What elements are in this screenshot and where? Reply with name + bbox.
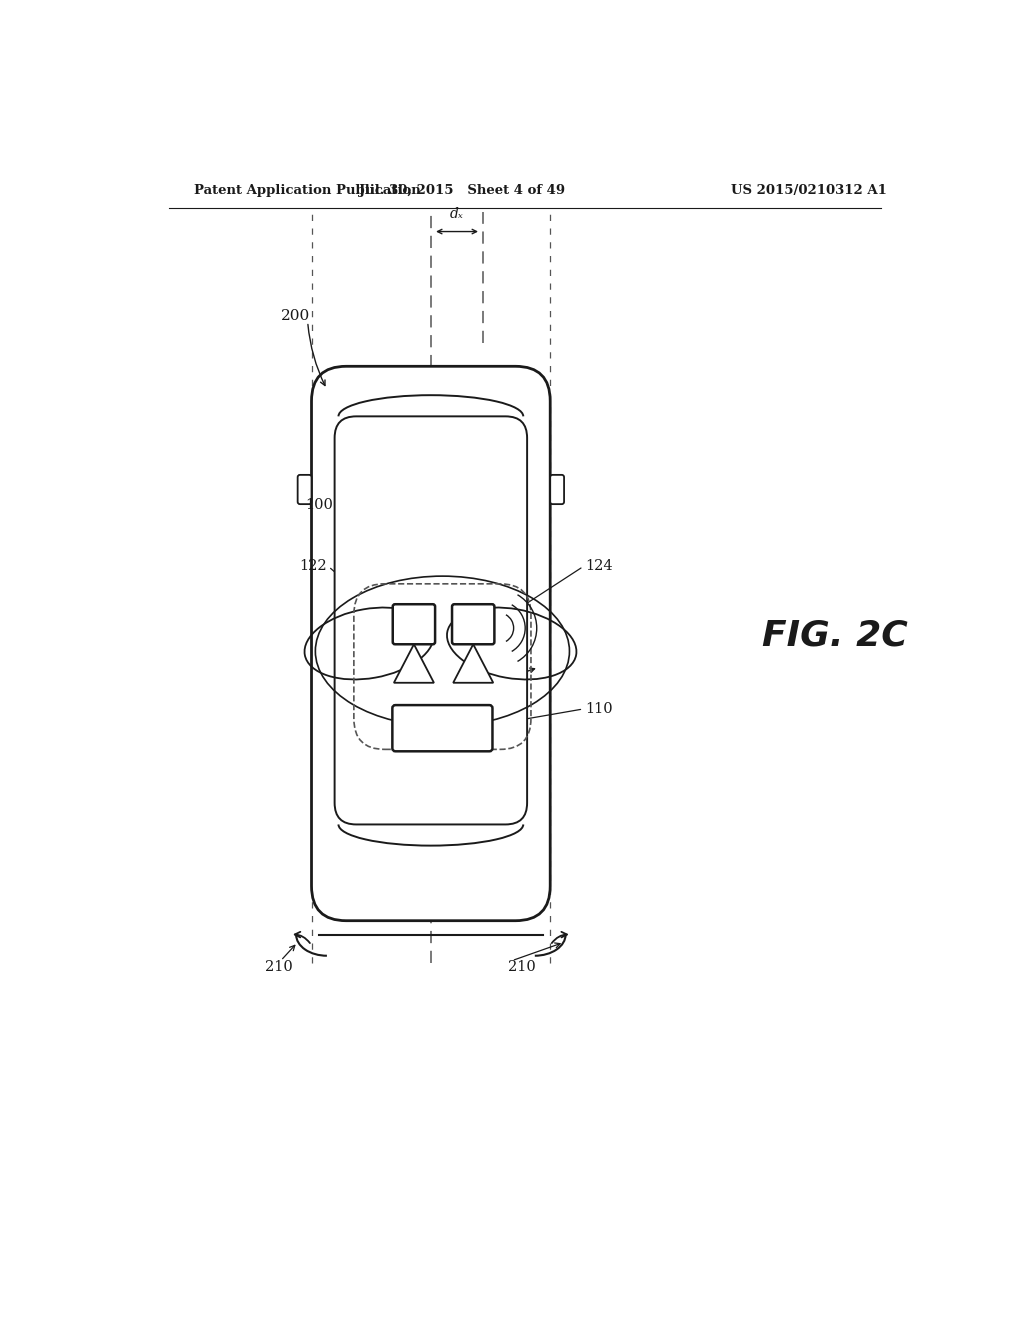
Text: 110: 110 [585, 702, 612, 715]
FancyBboxPatch shape [311, 367, 550, 921]
Text: dₓ: dₓ [451, 207, 464, 220]
Text: 124: 124 [585, 560, 612, 573]
Text: 100: 100 [305, 498, 333, 512]
Text: Patent Application Publication: Patent Application Publication [194, 185, 421, 197]
FancyBboxPatch shape [452, 605, 495, 644]
Polygon shape [394, 644, 434, 682]
FancyBboxPatch shape [335, 416, 527, 825]
FancyBboxPatch shape [393, 605, 435, 644]
FancyBboxPatch shape [550, 475, 564, 504]
Text: US 2015/0210312 A1: US 2015/0210312 A1 [731, 185, 887, 197]
Text: 210: 210 [508, 960, 536, 974]
FancyBboxPatch shape [298, 475, 311, 504]
Text: 200: 200 [281, 309, 310, 323]
Text: 210: 210 [265, 960, 293, 974]
Polygon shape [454, 644, 494, 682]
FancyBboxPatch shape [392, 705, 493, 751]
Text: 122: 122 [299, 560, 327, 573]
Text: FIG. 2C: FIG. 2C [762, 619, 907, 653]
Text: Jul. 30, 2015   Sheet 4 of 49: Jul. 30, 2015 Sheet 4 of 49 [358, 185, 564, 197]
